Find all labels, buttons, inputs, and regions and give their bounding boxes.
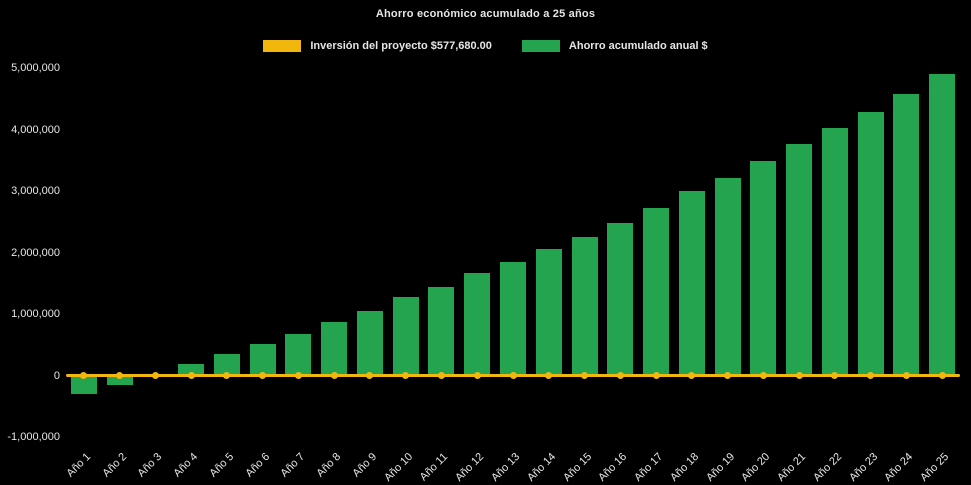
- line-marker: [402, 372, 410, 379]
- x-axis-label: Año 22: [810, 450, 845, 484]
- bar-año-18: [678, 191, 705, 376]
- legend-label-investment: Inversión del proyecto $577,680.00: [310, 40, 492, 52]
- x-axis-label: Año 2: [100, 450, 129, 480]
- legend-item-savings[interactable]: Ahorro acumulado anual $: [521, 40, 708, 52]
- x-axis-label: Año 5: [207, 450, 237, 480]
- y-axis-label: 4,000,000: [11, 123, 60, 136]
- line-marker: [437, 372, 445, 379]
- line-marker: [473, 372, 481, 379]
- bar-año-20: [750, 160, 777, 376]
- legend-item-investment[interactable]: Inversión del proyecto $577,680.00: [263, 40, 492, 52]
- line-marker: [294, 372, 302, 379]
- x-axis-label: Año 20: [739, 450, 773, 484]
- x-axis-label: Año 23: [846, 450, 880, 484]
- legend-swatch-investment: [263, 40, 302, 52]
- line-marker: [652, 372, 660, 379]
- y-axis-label: 5,000,000: [11, 62, 60, 74]
- bar-año-9: [356, 310, 383, 376]
- x-axis-label: Año 21: [775, 450, 809, 484]
- line-marker: [581, 372, 589, 379]
- bar-año-23: [857, 111, 884, 376]
- bar-año-10: [392, 297, 419, 376]
- bar-año-5: [213, 353, 240, 376]
- bar-año-19: [714, 178, 741, 376]
- legend-swatch-savings: [521, 40, 560, 52]
- y-axis: 5,000,000 4,000,000 3,000,000 2,000,000 1,00…: [0, 0, 62, 485]
- x-axis-label: Año 11: [418, 450, 451, 484]
- line-marker: [724, 372, 732, 379]
- bar-año-25: [929, 74, 956, 376]
- line-marker: [223, 372, 231, 379]
- x-axis-label: Año 8: [314, 450, 344, 480]
- line-marker: [366, 372, 374, 379]
- line-marker: [616, 372, 624, 379]
- bar-año-1: [70, 375, 97, 394]
- bar-año-16: [607, 222, 634, 376]
- line-marker: [80, 372, 88, 379]
- bar-año-21: [786, 143, 813, 376]
- bar-año-11: [428, 286, 455, 376]
- line-marker: [116, 372, 124, 379]
- line-marker: [545, 372, 553, 379]
- x-axis-label: Año 1: [64, 450, 94, 480]
- y-axis-label: -1,000,000: [7, 431, 60, 443]
- line-marker: [259, 372, 267, 379]
- x-axis-label: Año 12: [453, 450, 487, 484]
- line-marker: [831, 372, 839, 379]
- x-axis-label: Año 13: [489, 450, 523, 484]
- x-axis-label: Año 4: [171, 450, 201, 480]
- x-axis-label: Año 9: [350, 450, 380, 480]
- x-axis-label: Año 24: [882, 450, 916, 484]
- x-axis-label: Año 19: [703, 450, 737, 484]
- bar-año-17: [643, 207, 670, 376]
- bar-año-15: [571, 236, 598, 376]
- chart-title: Ahorro económico acumulado a 25 años: [375, 8, 596, 20]
- line-marker: [330, 372, 338, 379]
- line-marker: [509, 372, 517, 379]
- line-marker: [938, 372, 946, 379]
- bar-año-4: [178, 363, 205, 376]
- line-marker: [902, 372, 910, 379]
- bar-año-12: [464, 272, 491, 376]
- x-axis-label: Año 16: [596, 450, 630, 484]
- bar-año-7: [285, 333, 312, 376]
- legend-label-savings: Ahorro acumulado anual $: [568, 40, 708, 52]
- y-axis-label: 2,000,000: [11, 246, 60, 259]
- x-axis-label: Año 3: [135, 450, 165, 480]
- bar-año-24: [893, 93, 920, 376]
- bar-año-8: [321, 321, 348, 376]
- bar-año-13: [500, 261, 526, 376]
- line-marker: [151, 372, 159, 379]
- y-axis-label: 0: [53, 369, 60, 382]
- x-axis-label: Año 15: [560, 450, 594, 484]
- line-marker: [795, 372, 803, 379]
- bar-año-2: [106, 375, 133, 386]
- x-axis-label: Año 25: [918, 450, 952, 484]
- y-axis-label: 1,000,000: [11, 308, 60, 320]
- bar-año-22: [821, 127, 848, 376]
- line-marker: [867, 372, 875, 379]
- line-marker: [187, 372, 195, 379]
- line-marker: [688, 372, 696, 379]
- bar-año-14: [535, 248, 562, 376]
- x-axis-label: Año 7: [278, 450, 308, 480]
- x-axis-label: Año 18: [667, 450, 702, 484]
- x-axis-label: Año 6: [243, 450, 272, 480]
- x-axis-label: Año 10: [381, 450, 415, 484]
- x-axis-label: Año 17: [632, 450, 666, 484]
- legend: Inversión del proyecto $577,680.00 Ahorr…: [0, 40, 971, 52]
- bar-año-6: [249, 343, 276, 376]
- y-axis-label: 3,000,000: [11, 185, 60, 197]
- x-axis-label: Año 14: [524, 450, 558, 484]
- line-marker: [759, 372, 767, 379]
